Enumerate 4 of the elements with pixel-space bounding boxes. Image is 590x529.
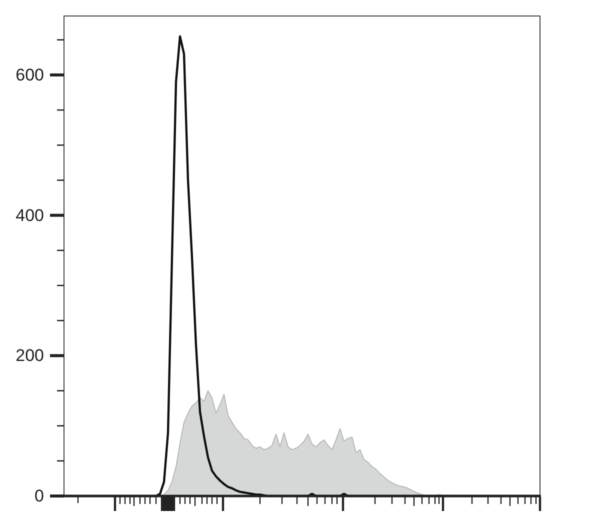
y-tick-label: 600 [16, 65, 44, 84]
y-tick-label: 0 [34, 486, 44, 506]
y-tick-label: 400 [16, 206, 44, 225]
y-tick-label: 200 [16, 346, 44, 366]
